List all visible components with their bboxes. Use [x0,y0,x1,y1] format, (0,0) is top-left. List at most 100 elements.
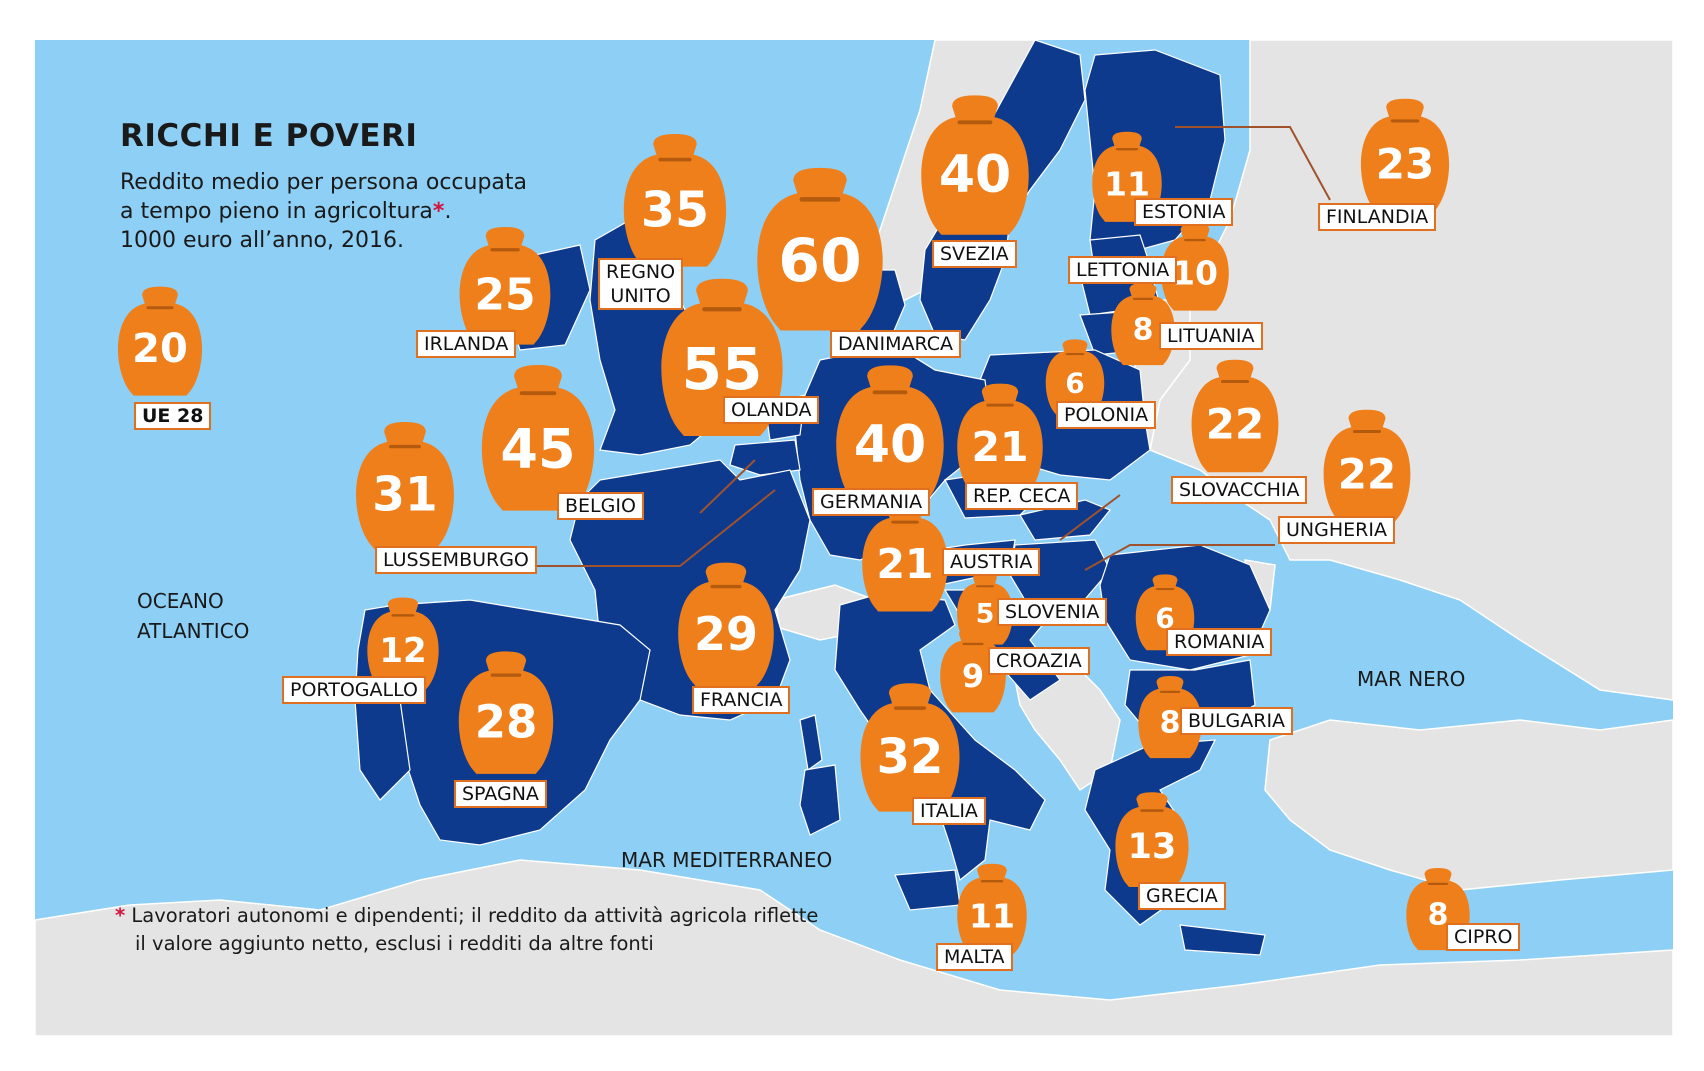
value-italia: 32 [876,729,944,786]
jar-slot [490,673,522,677]
value-romania: 6 [1155,601,1175,635]
jar-spagna [458,651,554,774]
label-irlanda: IRLANDA [416,330,517,358]
jar-slot [957,120,993,125]
label-austria: AUSTRIA [942,548,1041,576]
jar-slot [1140,809,1164,812]
jar-slot [893,706,927,710]
piggy-bank-jar-icon [1045,339,1105,416]
jar-slot [490,248,520,252]
value-grecia: 13 [1127,826,1177,867]
label-polonia: POLONIA [1056,401,1157,429]
jar-francia [678,562,774,687]
label-bulgaria: BULGARIA [1180,707,1294,735]
jar-slot [1427,882,1449,886]
value-estonia: 11 [1104,164,1150,204]
jar-slot [980,879,1004,883]
jar-lettonia [1161,223,1229,311]
jar-slot [1352,429,1382,434]
piggy-bank-jar-icon [921,95,1029,235]
label-romania: ROMANIA [1166,628,1273,656]
label-slovenia: SLOVENIA [997,598,1108,626]
value-slovenia: 5 [975,598,995,630]
piggy-bank-jar-icon [957,383,1043,495]
piggy-bank-jar-icon [356,422,454,549]
piggy-bank-jar-icon [862,500,948,612]
label-lituania: LITUANIA [1159,322,1263,350]
jar-germania [836,365,944,505]
sea-label-mediterranean: MAR MEDITERRANEO [621,848,833,872]
jar-bulgaria [1138,676,1202,759]
piggy-bank-jar-icon [757,167,883,331]
jar-slot [389,444,421,449]
jar-slot [146,306,174,310]
piggy-bank-jar-icon [1138,676,1202,759]
label-estonia: ESTONIA [1134,198,1234,226]
label-regno-unito: REGNO UNITO [598,258,684,310]
jar-austria [862,500,948,612]
label-belgio: BELGIO [557,492,644,520]
jar-danimarca [757,167,883,331]
jar-slot [702,307,742,312]
jar-slot [1115,147,1139,151]
jar-slot [519,391,557,396]
value-portogallo: 12 [379,630,427,671]
value-rep-ceca: 21 [971,423,1029,472]
piggy-bank-jar-icon [459,226,551,345]
footnote-asterisk-icon: * [115,904,126,927]
subtitle-line-2: a tempo pieno in agricoltura*. [120,197,590,226]
value-lettonia: 10 [1172,253,1218,293]
label-portogallo: PORTOGALLO [282,676,426,704]
footnote-line-1-text: Lavoratori autonomi e dipendenti; il red… [131,904,819,927]
piggy-bank-jar-icon [367,597,439,690]
jar-svezia [921,95,1029,235]
piggy-bank-jar-icon [836,365,944,505]
value-lussemburgo: 31 [372,467,438,523]
jar-slot [658,157,692,162]
piggy-bank-jar-icon [117,286,203,396]
sea-label-black-sea: MAR NERO [1357,667,1466,691]
footnote-line-2: il valore aggiunto netto, esclusi i redd… [135,932,654,955]
label-cipro: CIPRO [1446,923,1521,951]
label-grecia: GRECIA [1138,882,1226,910]
value-spagna: 28 [474,695,538,749]
jar-slovenia [957,572,1013,645]
piggy-bank-jar-icon [623,133,727,267]
value-svezia: 40 [938,145,1012,206]
piggy-bank-jar-icon [860,683,960,812]
value-ungheria: 22 [1337,449,1397,499]
label-spagna: SPAGNA [454,780,547,808]
jar-slot [1065,352,1085,356]
label-olanda: OLANDA [723,396,820,424]
value-danimarca: 60 [778,226,862,297]
jar-slot [1155,587,1175,591]
subtitle-line-3: 1000 euro all’anno, 2016. [120,228,404,253]
jar-grecia [1115,792,1189,888]
sea-label-atlantic-2: ATLANTICO [137,619,250,643]
label-line: REGNO [606,261,676,283]
jar-rep-ceca [957,383,1043,495]
piggy-bank-jar-icon [1111,283,1175,366]
jar-slot [1132,297,1154,301]
value-cipro: 8 [1427,897,1449,933]
label-lussemburgo: LUSSEMBURGO [375,546,537,574]
value-ue28: 20 [132,326,188,373]
jar-slot [1159,690,1181,694]
jar-malta [957,863,1027,954]
piggy-bank-jar-icon [1161,223,1229,311]
subtitle-line-1: Reddito medio per persona occupata [120,170,528,195]
value-bulgaria: 8 [1159,705,1181,741]
label-ue28: UE 28 [134,402,212,430]
label-ungheria: UNGHERIA [1278,516,1395,544]
jar-finlandia [1360,98,1450,214]
value-finlandia: 23 [1375,139,1435,189]
map-subtitle: Reddito medio per persona occupata a tem… [120,168,590,255]
subtitle-line-2-text: a tempo pieno in agricoltura [120,199,433,224]
jar-polonia [1045,339,1105,416]
jar-slot [975,585,995,588]
jar-lussemburgo [356,422,454,549]
value-austria: 21 [876,540,934,589]
label-malta: MALTA [936,943,1013,971]
jar-slot [962,642,984,646]
label-croazia: CROAZIA [988,647,1090,675]
